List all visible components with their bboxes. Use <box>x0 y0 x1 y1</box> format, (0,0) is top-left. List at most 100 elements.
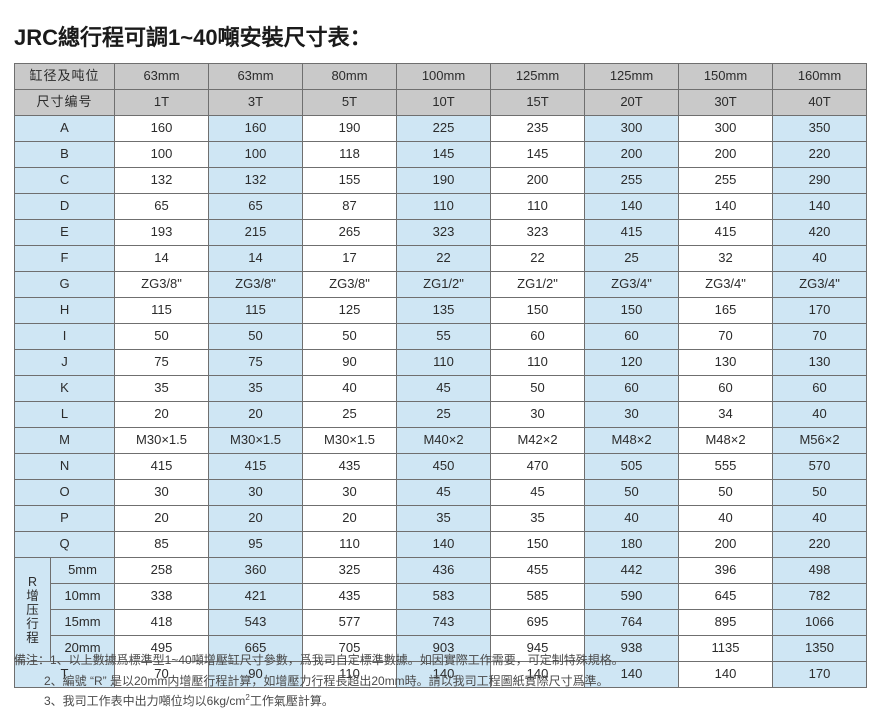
table-row-cell: 32 <box>678 245 774 272</box>
table-row-cell: 95 <box>208 531 304 558</box>
table-row-cell: 34 <box>678 401 774 428</box>
table-row-cell: M30×1.5 <box>302 427 398 454</box>
r-group-label-char: R <box>27 574 38 589</box>
table-row-cell: 35 <box>114 375 210 402</box>
table-row-cell: 75 <box>114 349 210 376</box>
row-label: L <box>13 401 116 428</box>
table-row: K 35 35 40 45 50 60 60 60 <box>13 375 868 402</box>
note-line-3-text-a: 3、我司工作表中出力噸位均以6kg/cm <box>44 694 246 709</box>
header-row-label: 尺寸编号 <box>13 89 116 116</box>
table-row-cell: 20 <box>208 401 304 428</box>
r-group-row: R 增压行程 5mm 258 360 325 436 455 442 396 498 <box>14 557 868 662</box>
r-group-row-cell: 938 <box>584 635 680 662</box>
column-header-cell: 5T <box>302 89 398 116</box>
table-row-cell: 40 <box>772 505 868 532</box>
table-row-cell: 215 <box>208 219 304 246</box>
table-row-cell: 45 <box>490 479 586 506</box>
table-row-cell: 220 <box>772 141 868 168</box>
table-row-cell: M30×1.5 <box>114 427 210 454</box>
column-header-cell: 20T <box>584 89 680 116</box>
r-group-label-char: 程 <box>26 630 39 645</box>
table-row-cell: 50 <box>584 479 680 506</box>
table-row-cell: 140 <box>396 531 492 558</box>
r-group-row-cell: 705 <box>302 635 398 662</box>
table-row: M M30×1.5 M30×1.5 M30×1.5 M40×2 M42×2 M48×2 M48… <box>13 427 868 454</box>
table-row-cell: 87 <box>302 193 398 220</box>
table-row: L 20 20 25 25 30 30 34 40 <box>13 401 868 428</box>
r-group-row: 10mm 338 421 435 583 585 590 645 782 <box>15 583 868 610</box>
table-row: G ZG3/8" ZG3/8" ZG3/8" ZG1/2" ZG1/2" ZG3/4" ZG3… <box>13 271 868 298</box>
table-row-cell: M48×2 <box>584 427 680 454</box>
table-row-cell: 160 <box>208 115 304 142</box>
table-row-cell: 255 <box>584 167 680 194</box>
table-row-cell: 50 <box>302 323 398 350</box>
table-row-cell: 25 <box>302 401 398 428</box>
table-row-cell: 110 <box>396 349 492 376</box>
column-header-cell: 125mm <box>490 63 586 90</box>
table-header-row: 缸径及吨位 63mm 63mm 80mm 100mm 125mm 125mm 150mm 160… <box>13 63 868 90</box>
r-group-row-cell: 782 <box>772 583 868 610</box>
r-group-row-cell: 590 <box>584 583 680 610</box>
r-group-row-cell: 258 <box>114 557 210 584</box>
table-row-cell: 290 <box>772 167 868 194</box>
r-group-label-char: 增 <box>26 588 39 603</box>
table-row: H 115 115 125 135 150 150 165 170 <box>13 297 868 324</box>
table-row-cell: 140 <box>584 193 680 220</box>
table-row-cell: 45 <box>396 375 492 402</box>
table-row-cell: 50 <box>678 479 774 506</box>
table-row-cell: 200 <box>490 167 586 194</box>
table-row-cell: 70 <box>678 323 774 350</box>
table-row-cell: 140 <box>490 661 586 688</box>
column-header-cell: 100mm <box>396 63 492 90</box>
table-row-cell: 118 <box>302 141 398 168</box>
table-row-cell: 135 <box>396 297 492 324</box>
r-group-sub-label: 20mm <box>49 635 116 662</box>
table-row-cell: M30×1.5 <box>208 427 304 454</box>
column-header-cell: 15T <box>490 89 586 116</box>
table-row-cell: 150 <box>490 531 586 558</box>
table-row-cell: 40 <box>678 505 774 532</box>
table-row: J 75 75 90 110 110 120 130 130 <box>13 349 868 376</box>
table-row-cell: 100 <box>114 141 210 168</box>
r-group-row-cell: 764 <box>584 609 680 636</box>
table-row-cell: 150 <box>584 297 680 324</box>
row-label: Q <box>13 531 116 558</box>
r-group-row: 15mm 418 543 577 743 695 764 895 1066 <box>15 609 868 636</box>
table-row-cell: 130 <box>772 349 868 376</box>
table-row-cell: 50 <box>208 323 304 350</box>
table-row-cell: 190 <box>396 167 492 194</box>
table-row-cell: 70 <box>772 323 868 350</box>
table-row-cell: 170 <box>772 661 868 688</box>
table-row-cell: 132 <box>208 167 304 194</box>
r-group-row-cell: 338 <box>114 583 210 610</box>
table-row-cell: 323 <box>396 219 492 246</box>
column-header-cell: 1T <box>114 89 210 116</box>
column-header-cell: 30T <box>678 89 774 116</box>
table-row-cell: M48×2 <box>678 427 774 454</box>
r-group-row: 20mm 495 665 705 903 945 938 1135 1350 <box>15 635 868 662</box>
table-row-cell: 415 <box>114 453 210 480</box>
table-row-cell: 17 <box>302 245 398 272</box>
r-group-row-cell: 325 <box>302 557 398 584</box>
table-row-cell: 505 <box>584 453 680 480</box>
table-row-cell: 20 <box>114 505 210 532</box>
column-header-cell: 80mm <box>302 63 398 90</box>
row-label: E <box>13 219 116 246</box>
table-row-cell: 470 <box>490 453 586 480</box>
table-row-cell: 140 <box>772 193 868 220</box>
table-row: A 160 160 190 225 235 300 300 350 <box>13 115 868 142</box>
note-line-2: 2、編號 “R” 是以20mm内增壓行程計算，如增壓力行程長超出20mm時。請以… <box>44 673 609 688</box>
r-group-row-cell: 577 <box>302 609 398 636</box>
table-row-cell: 100 <box>208 141 304 168</box>
table-row-cell: 55 <box>396 323 492 350</box>
table-row-cell: 145 <box>490 141 586 168</box>
note-line-1: 備注：1、以上數據爲標準型1~40噸增壓缸尺寸參數，爲我司自定標準數據。如因實際… <box>14 653 624 667</box>
r-group-row-cell: 396 <box>678 557 774 584</box>
r-group-row-cell: 895 <box>678 609 774 636</box>
table-row-cell: 110 <box>396 193 492 220</box>
table-row-cell: 115 <box>208 297 304 324</box>
r-group-sub-label: 5mm <box>49 557 116 584</box>
table-row: Q 85 95 110 140 150 180 200 220 <box>13 531 868 558</box>
table-row-cell: M40×2 <box>396 427 492 454</box>
table-row-cell: 145 <box>396 141 492 168</box>
